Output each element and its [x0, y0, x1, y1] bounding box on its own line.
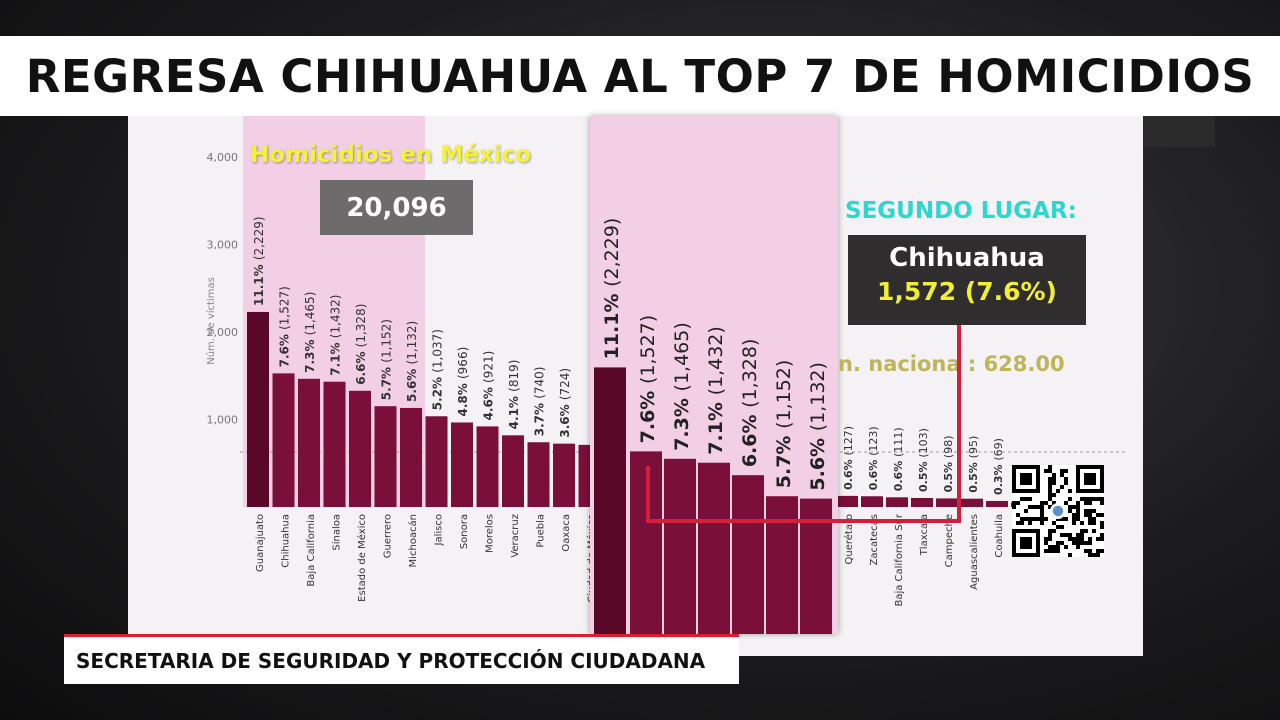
bar — [451, 422, 473, 507]
headline: REGRESA CHIHUAHUA AL TOP 7 DE HOMICIDIOS — [0, 36, 1280, 116]
zoom-bar — [698, 462, 730, 634]
bar — [886, 497, 908, 507]
bar — [836, 495, 858, 507]
zoom-bar-value-label: 5.7% (1,152) — [773, 360, 795, 489]
bar-value-label: 6.6% (1,328) — [354, 304, 368, 385]
category-label: Estado de México — [356, 514, 368, 602]
category-label: Jalisco — [434, 514, 445, 546]
zoom-bar-value-label: 7.6% (1,527) — [637, 315, 659, 444]
bar-value-label: 3.7% (740) — [533, 367, 547, 437]
category-label: Zacatecas — [869, 514, 880, 566]
bar-value-label: 7.1% (1,432) — [329, 295, 343, 376]
bar — [374, 406, 397, 507]
category-label: Guerrero — [383, 514, 394, 558]
category-label: Oaxaca — [561, 514, 572, 552]
zoom-bar-value-label: 6.6% (1,328) — [739, 339, 761, 468]
bar-value-label: 7.3% (1,465) — [303, 292, 317, 373]
bar-value-label: 0.5% (95) — [967, 436, 980, 493]
zoom-bar-value-label: 7.3% (1,465) — [671, 322, 693, 451]
zoom-bar — [630, 451, 662, 634]
highlight-box: Chihuahua 1,572 (7.6%) — [848, 235, 1086, 325]
y-tick-label: 2,000 — [207, 326, 239, 339]
highlight-state: Chihuahua — [889, 243, 1045, 273]
second-place-label: SEGUNDO LUGAR: — [845, 198, 1077, 224]
category-label: Baja California — [306, 514, 317, 587]
bar — [502, 435, 524, 507]
bar-value-label: 0.3% (69) — [992, 438, 1005, 495]
highlight-value: 1,572 (7.6%) — [877, 277, 1057, 306]
bar-value-label: 0.6% (111) — [892, 427, 905, 491]
category-label: Campeche — [944, 514, 955, 567]
bar — [349, 390, 371, 507]
category-label: Baja California Sur — [894, 513, 905, 606]
zoom-bar — [732, 475, 764, 634]
zoom-bar-value-label: 11.1% (2,229) — [601, 218, 623, 360]
category-label: Morelos — [485, 514, 496, 553]
zoom-bar — [800, 498, 832, 634]
y-tick-label: 1,000 — [207, 414, 239, 427]
zoom-bar-value-label: 5.6% (1,132) — [807, 362, 829, 491]
bar-value-label: 11.1% (2,229) — [252, 216, 266, 306]
category-label: Aguascalientes — [969, 514, 980, 590]
category-label: Tlaxcala — [919, 514, 930, 556]
bar-value-label: 3.6% (724) — [558, 368, 572, 438]
y-axis-label: Núm. de víctimas — [205, 277, 217, 365]
bar — [861, 496, 883, 507]
y-tick-label: 3,000 — [207, 239, 239, 252]
bar — [961, 498, 983, 507]
source-bar: SECRETARIA DE SEGURIDAD Y PROTECCIÓN CIU… — [64, 634, 739, 684]
bar — [400, 407, 422, 507]
total-homicides-box: 20,096 — [320, 180, 473, 235]
bar — [527, 442, 550, 507]
category-label: Coahuila — [994, 514, 1005, 558]
bar — [936, 498, 958, 507]
bar — [986, 500, 1008, 507]
bar — [476, 426, 499, 507]
category-label: Michoacán — [407, 514, 419, 567]
category-label: Guanajuato — [255, 514, 266, 572]
category-label: Sonora — [459, 514, 470, 549]
zoom-bar — [664, 458, 696, 634]
zoom-bar-chart: 11.1% (2,229) 7.6% (1,527) 7.3% (1,465) 7.1… — [594, 218, 832, 634]
bar-value-label: 0.6% (123) — [867, 426, 880, 490]
bar — [911, 497, 933, 507]
zoom-bar-value-label: 7.1% (1,432) — [705, 326, 727, 455]
bar — [323, 381, 346, 507]
bar — [298, 378, 320, 507]
bar-value-label: 5.2% (1,037) — [431, 329, 445, 410]
bar-value-label: 0.5% (98) — [942, 435, 955, 492]
category-label: Puebla — [536, 514, 547, 548]
category-label: Veracruz — [510, 514, 521, 558]
bar-value-label: 5.6% (1,132) — [405, 321, 419, 402]
category-label: Chihuahua — [281, 514, 292, 568]
bar-value-label: 0.6% (127) — [842, 426, 855, 490]
bar-value-label: 5.7% (1,152) — [380, 319, 394, 400]
bar — [272, 373, 295, 507]
bar-value-label: 4.8% (966) — [456, 347, 470, 417]
bar — [553, 443, 575, 507]
bar-value-label: 4.6% (921) — [482, 351, 496, 421]
qr-code-icon — [1012, 465, 1104, 557]
bar — [425, 416, 448, 507]
zoom-panel: 11.1% (2,229) 7.6% (1,527) 7.3% (1,465) 7.1… — [590, 116, 838, 634]
zoom-bar — [594, 367, 626, 634]
chart-title: Homicidios en México — [250, 142, 531, 168]
bar-value-label: 4.1% (819) — [507, 360, 521, 430]
bar — [247, 311, 269, 507]
y-tick-label: 4,000 — [207, 151, 239, 164]
category-label: Sinaloa — [332, 514, 343, 551]
bar-value-label: 0.5% (103) — [917, 428, 930, 492]
category-label: Querétaro — [843, 514, 855, 564]
national-average-label: n. naciona : 628.00 — [838, 352, 1065, 376]
zoom-bar — [766, 496, 798, 634]
bar-value-label: 7.6% (1,527) — [278, 286, 292, 367]
